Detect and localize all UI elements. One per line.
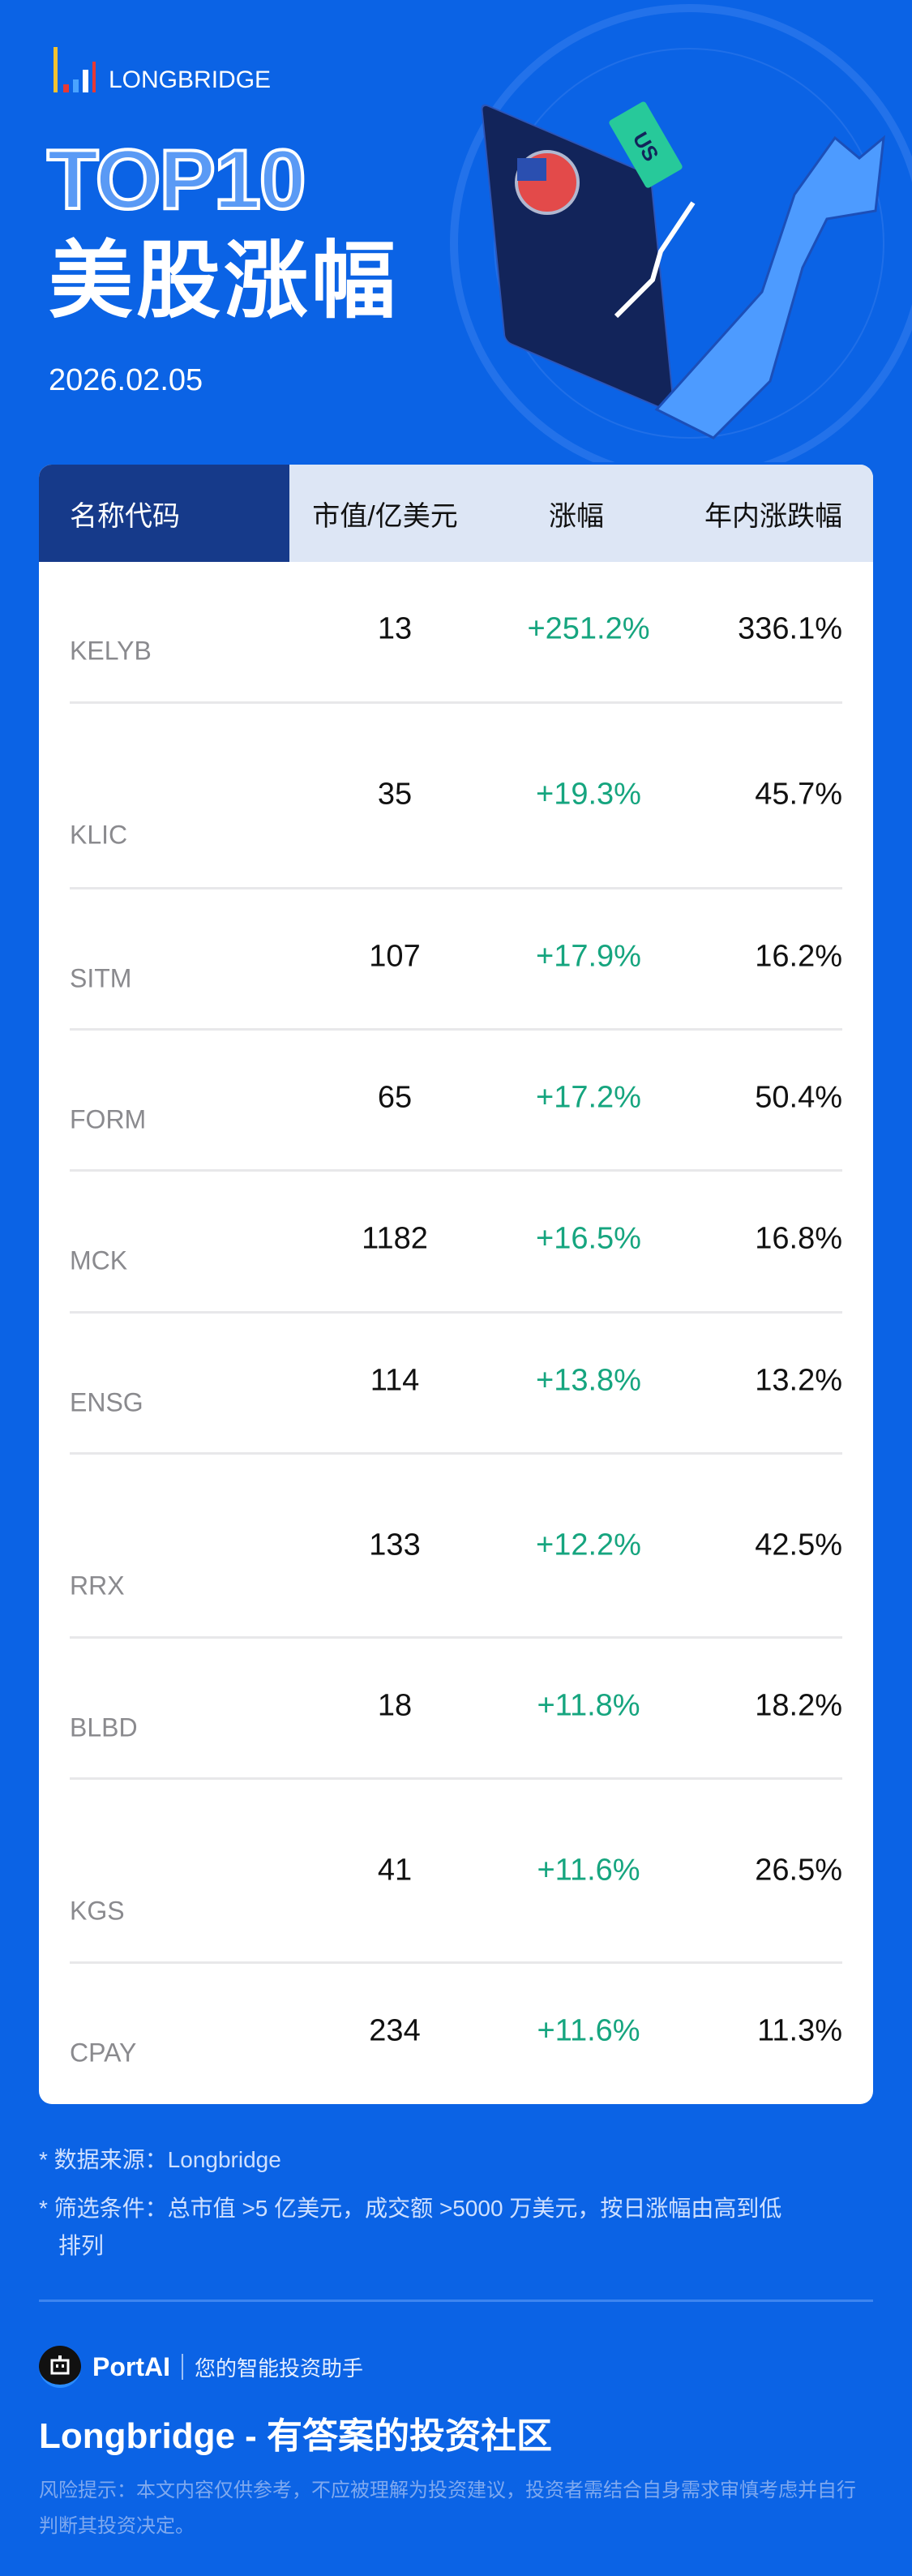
- portai-tagline: 您的智能投资助手: [195, 2355, 364, 2381]
- table-row[interactable]: BLBD 18 +11.8% 18.2%: [70, 1639, 842, 1780]
- filter-note: * 筛选条件：总市值 >5 亿美元，成交额 >5000 万美元，按日涨幅由高到低: [39, 2196, 782, 2221]
- ticker: BLBD: [70, 1712, 138, 1742]
- table-row[interactable]: MCK 1182 +16.5% 16.8%: [70, 1172, 842, 1314]
- top10-heading: TOP10: [45, 133, 308, 227]
- table-row[interactable]: ENSG 114 +13.8% 13.2%: [70, 1314, 842, 1455]
- ytd-change: 336.1%: [738, 611, 842, 646]
- ytd-change: 18.2%: [755, 1688, 842, 1723]
- ticker: KLIC: [70, 820, 128, 850]
- ytd-change: 50.4%: [755, 1080, 842, 1115]
- market-cap: 18: [377, 1688, 413, 1723]
- portai-robot-icon: [39, 2346, 81, 2388]
- daily-change: +13.8%: [536, 1363, 641, 1398]
- ticker: ENSG: [70, 1387, 143, 1417]
- daily-change: +19.3%: [536, 777, 641, 812]
- market-cap: 65: [377, 1080, 413, 1115]
- page-title: 美股涨幅: [49, 234, 400, 328]
- ytd-change: 26.5%: [755, 1853, 842, 1888]
- ticker: FORM: [70, 1104, 147, 1134]
- risk-disclaimer: 风险提示：本文内容仅供参考，不应被理解为投资建议，投资者需结合自身需求审慎考虑并…: [39, 2480, 856, 2537]
- header-market-cap: 市值/亿美元: [312, 500, 458, 532]
- report-date: 2026.02.05: [49, 363, 203, 397]
- table-row[interactable]: SITM 107 +17.9% 16.2%: [70, 889, 842, 1031]
- daily-change: +16.5%: [536, 1221, 641, 1256]
- market-cap: 114: [370, 1363, 420, 1398]
- table-row[interactable]: FORM 65 +17.2% 50.4%: [70, 1031, 842, 1172]
- daily-change: +11.8%: [537, 1688, 640, 1723]
- market-cap: 35: [377, 777, 413, 812]
- ytd-change: 16.8%: [755, 1221, 842, 1256]
- ticker: RRX: [70, 1571, 125, 1601]
- header-ytd: 年内涨跌幅: [704, 500, 842, 532]
- us-tag-icon: US: [609, 101, 683, 188]
- market-cap: 1182: [362, 1221, 428, 1256]
- longbridge-logo: LONGBRIDGE: [52, 47, 271, 92]
- ytd-change: 16.2%: [755, 939, 842, 974]
- market-cap: 41: [377, 1853, 413, 1888]
- logo-text: LONGBRIDGE: [109, 66, 272, 93]
- portai-name: PortAI: [92, 2351, 170, 2381]
- market-cap: 13: [377, 611, 413, 646]
- table-row[interactable]: CPAY 234 +11.6% 11.3%: [70, 1964, 842, 2104]
- table-row[interactable]: RRX 133 +12.2% 42.5%: [70, 1455, 842, 1639]
- ticker: KGS: [70, 1896, 125, 1926]
- ticker: MCK: [70, 1245, 128, 1275]
- daily-change: +17.2%: [536, 1080, 641, 1115]
- daily-change: +11.6%: [537, 1853, 640, 1888]
- ytd-change: 11.3%: [757, 2013, 842, 2048]
- longbridge-logo-icon: [54, 47, 96, 92]
- table-row[interactable]: KLIC 35 +19.3% 45.7%: [70, 704, 842, 889]
- market-cap: 107: [369, 939, 421, 974]
- ytd-change: 42.5%: [755, 1528, 842, 1562]
- daily-change: +17.9%: [536, 939, 641, 974]
- ytd-change: 45.7%: [755, 777, 842, 812]
- daily-change: +251.2%: [527, 611, 650, 646]
- separator: [182, 2354, 183, 2380]
- ticker: CPAY: [70, 2038, 137, 2068]
- table-row[interactable]: KGS 41 +11.6% 26.5%: [70, 1780, 842, 1964]
- daily-change: +12.2%: [536, 1528, 641, 1562]
- market-cap: 133: [369, 1528, 421, 1562]
- header-name-code: 名称代码: [39, 465, 289, 562]
- filter-note-cont: 排列: [58, 2233, 105, 2258]
- slogan: Longbridge - 有答案的投资社区: [39, 2416, 553, 2456]
- ranking-table: 名称代码 市值/亿美元 涨幅 年内涨跌幅 KELYB 13 +251.2% 336.1…: [39, 465, 873, 2104]
- data-source-note: * 数据来源：Longbridge: [39, 2147, 281, 2172]
- ytd-change: 13.2%: [755, 1363, 842, 1398]
- table-row[interactable]: KELYB 13 +251.2% 336.1%: [70, 562, 842, 704]
- table-header: 名称代码 市值/亿美元 涨幅 年内涨跌幅: [39, 465, 873, 562]
- ticker: SITM: [70, 963, 132, 993]
- ticker: KELYB: [70, 636, 152, 666]
- portai-brand: PortAI 您的智能投资助手: [39, 2346, 363, 2388]
- rising-arrow-icon: [654, 135, 885, 439]
- market-cap: 234: [369, 2013, 421, 2048]
- divider: [39, 2300, 873, 2302]
- hero-illustration: US: [450, 4, 912, 462]
- header-change: 涨幅: [549, 500, 604, 532]
- daily-change: +11.6%: [537, 2013, 640, 2048]
